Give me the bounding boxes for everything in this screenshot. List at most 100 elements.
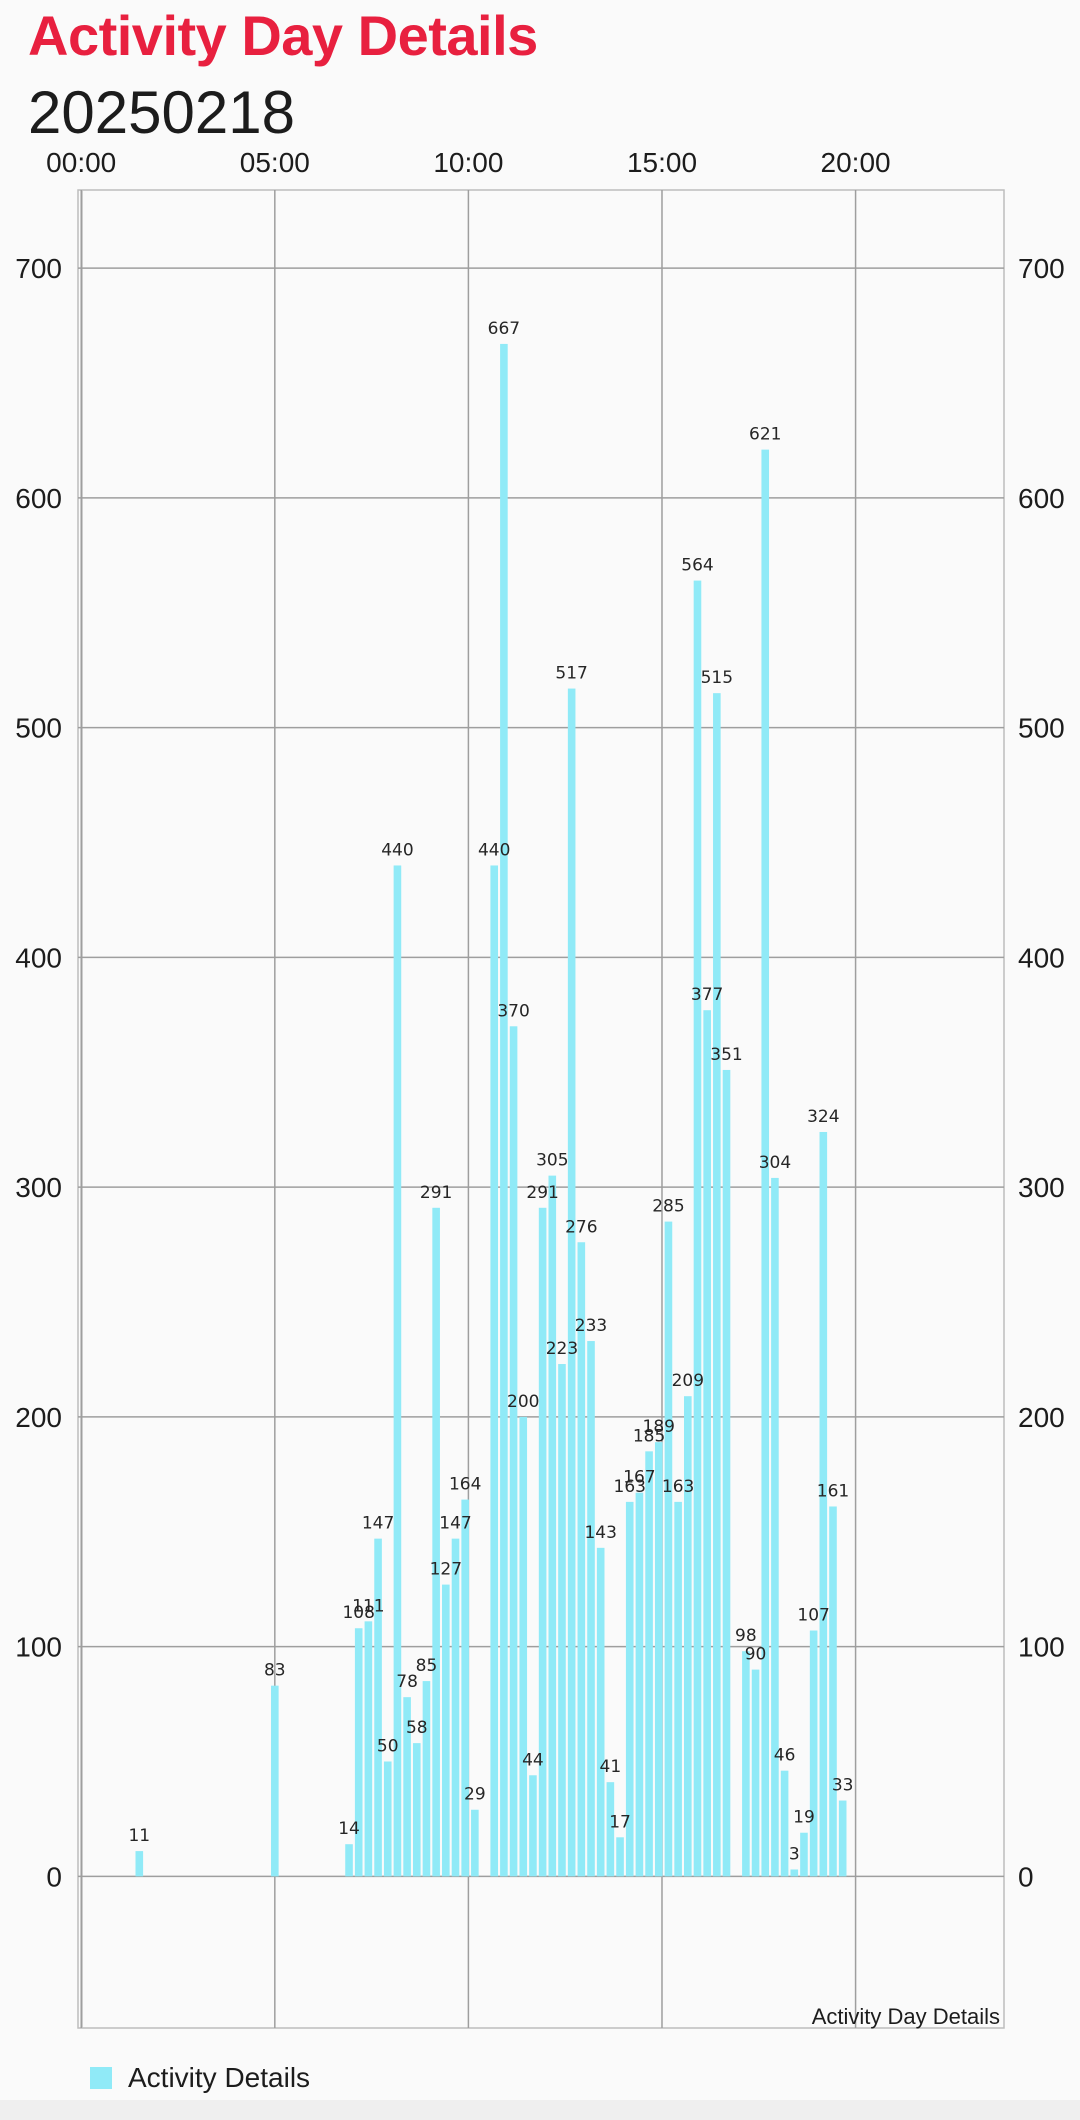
x-tick-label: 05:00 bbox=[240, 147, 310, 178]
x-tick-label: 10:00 bbox=[433, 147, 503, 178]
bar bbox=[751, 1669, 760, 1877]
bar-value-label: 107 bbox=[797, 1606, 829, 1626]
y-tick-label-right: 700 bbox=[1018, 253, 1065, 284]
bar-value-label: 185 bbox=[633, 1426, 665, 1446]
bar bbox=[519, 1416, 528, 1877]
bar bbox=[383, 1761, 392, 1877]
bar-value-label: 291 bbox=[420, 1183, 452, 1203]
bar-value-label: 324 bbox=[807, 1107, 839, 1127]
bar-value-label: 305 bbox=[536, 1151, 568, 1171]
bar-value-label: 200 bbox=[507, 1392, 539, 1412]
bar-value-label: 233 bbox=[575, 1316, 607, 1336]
bar-value-label: 50 bbox=[377, 1736, 399, 1756]
bar bbox=[809, 1630, 818, 1877]
bar-value-label: 189 bbox=[643, 1417, 675, 1437]
date-heading: 20250218 bbox=[28, 79, 295, 146]
bar-value-label: 98 bbox=[735, 1626, 757, 1646]
bar-value-label: 58 bbox=[406, 1718, 428, 1738]
bar bbox=[412, 1743, 421, 1877]
bar bbox=[558, 1364, 566, 1877]
bar bbox=[490, 865, 499, 1877]
bar bbox=[664, 1221, 673, 1877]
bar bbox=[674, 1501, 682, 1877]
x-tick-label: 20:00 bbox=[821, 147, 891, 178]
bar-value-label: 291 bbox=[526, 1183, 558, 1203]
bar-value-label: 167 bbox=[623, 1468, 655, 1488]
bar-value-label: 351 bbox=[710, 1045, 742, 1065]
bar-value-label: 90 bbox=[745, 1645, 767, 1665]
bar-value-label: 83 bbox=[264, 1661, 286, 1681]
bar bbox=[654, 1442, 663, 1877]
bar bbox=[829, 1506, 837, 1877]
bar bbox=[461, 1499, 469, 1877]
bar bbox=[625, 1501, 634, 1877]
chart-legend: Activity Details bbox=[90, 2058, 310, 2098]
bar bbox=[693, 580, 702, 1877]
bar-value-label: 276 bbox=[565, 1217, 597, 1237]
bar bbox=[703, 1010, 711, 1877]
bar-value-label: 285 bbox=[652, 1197, 684, 1217]
bar bbox=[645, 1451, 653, 1877]
chart-axes: 0 0 100 100 200 200 300 300 400 400 500 500 600 600 70… bbox=[15, 147, 1064, 2029]
bar-value-label: 111 bbox=[352, 1596, 384, 1616]
x-tick-label: 00:00 bbox=[46, 147, 116, 178]
bar bbox=[742, 1651, 750, 1877]
y-tick-label-left: 100 bbox=[15, 1632, 62, 1663]
bar bbox=[374, 1538, 382, 1877]
bar-value-label: 19 bbox=[793, 1808, 815, 1828]
y-tick-label-right: 600 bbox=[1018, 483, 1065, 514]
bar-value-label: 127 bbox=[430, 1560, 462, 1580]
bar-value-label: 78 bbox=[396, 1672, 418, 1692]
bar bbox=[771, 1177, 779, 1877]
bar bbox=[135, 1851, 144, 1877]
bar-value-label: 209 bbox=[672, 1371, 704, 1391]
bar-value-label: 44 bbox=[522, 1750, 544, 1770]
bar-value-label: 304 bbox=[759, 1153, 791, 1173]
bar-value-label: 11 bbox=[128, 1826, 150, 1846]
bar-value-label: 108 bbox=[342, 1603, 374, 1623]
bar-value-label: 667 bbox=[488, 319, 520, 339]
chart-bars bbox=[135, 343, 847, 1877]
bar bbox=[354, 1628, 363, 1877]
bar-value-label: 564 bbox=[681, 556, 713, 576]
bar-value-label: 440 bbox=[381, 840, 413, 860]
bar-value-label: 85 bbox=[416, 1656, 438, 1676]
bar-value-label: 515 bbox=[701, 668, 733, 688]
bar bbox=[538, 1207, 547, 1877]
bar bbox=[432, 1207, 440, 1877]
bar bbox=[577, 1242, 586, 1877]
bar-value-label: 164 bbox=[449, 1475, 481, 1495]
bar-value-label: 163 bbox=[662, 1477, 694, 1497]
bar bbox=[684, 1396, 692, 1877]
activity-bar-chart[interactable]: 1183141081111475044078588529112714716429… bbox=[0, 0, 1080, 2060]
bar-value-label: 440 bbox=[478, 840, 510, 860]
bar bbox=[635, 1492, 644, 1877]
bar bbox=[509, 1026, 518, 1877]
bar-value-label: 29 bbox=[464, 1785, 486, 1805]
y-tick-label-left: 700 bbox=[15, 253, 62, 284]
y-tick-label-right: 500 bbox=[1018, 713, 1065, 744]
bar bbox=[500, 343, 508, 1877]
y-tick-label-right: 400 bbox=[1018, 942, 1065, 973]
bar bbox=[442, 1584, 450, 1877]
y-tick-label-right: 100 bbox=[1018, 1632, 1065, 1663]
y-tick-label-right: 0 bbox=[1018, 1861, 1034, 1892]
bar bbox=[790, 1869, 799, 1877]
y-tick-label-left: 300 bbox=[15, 1172, 62, 1203]
plot-frame bbox=[77, 189, 1005, 2029]
bar bbox=[780, 1770, 789, 1877]
bar bbox=[819, 1131, 828, 1877]
bar bbox=[761, 449, 770, 1877]
bar bbox=[364, 1621, 373, 1877]
bottom-strip bbox=[0, 2100, 1080, 2120]
bar bbox=[393, 865, 402, 1877]
y-tick-label-right: 300 bbox=[1018, 1172, 1065, 1203]
bar bbox=[596, 1547, 605, 1877]
bar bbox=[529, 1775, 537, 1877]
y-tick-label-left: 0 bbox=[46, 1861, 62, 1892]
bar bbox=[713, 693, 721, 1877]
bar bbox=[567, 688, 576, 1877]
y-tick-label-left: 500 bbox=[15, 713, 62, 744]
bar-value-label: 147 bbox=[362, 1514, 394, 1534]
